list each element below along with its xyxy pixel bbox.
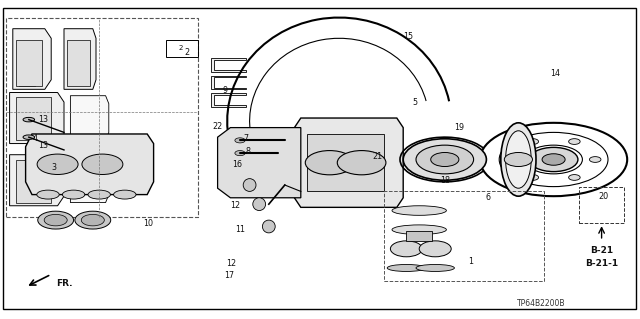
Circle shape [506, 157, 518, 162]
Ellipse shape [506, 131, 531, 188]
Polygon shape [211, 76, 246, 89]
Ellipse shape [63, 190, 85, 199]
Ellipse shape [23, 117, 35, 122]
Circle shape [403, 139, 486, 180]
Text: 15: 15 [403, 32, 413, 41]
Circle shape [38, 211, 74, 229]
Polygon shape [211, 93, 246, 107]
Circle shape [337, 151, 386, 175]
Circle shape [540, 152, 568, 167]
Text: 14: 14 [550, 69, 561, 78]
Ellipse shape [392, 206, 447, 215]
Text: 2: 2 [179, 46, 183, 51]
Circle shape [542, 154, 565, 165]
Bar [19, 81, 35, 86]
Text: 1: 1 [468, 257, 473, 266]
Text: 13: 13 [38, 141, 49, 150]
Circle shape [75, 211, 111, 229]
Polygon shape [70, 158, 109, 203]
Text: 3: 3 [52, 163, 57, 172]
Polygon shape [218, 128, 301, 198]
Ellipse shape [243, 179, 256, 191]
Ellipse shape [36, 190, 60, 199]
Polygon shape [294, 118, 403, 207]
Text: 5: 5 [412, 98, 417, 107]
Ellipse shape [114, 190, 136, 199]
Circle shape [431, 152, 459, 167]
Text: 13: 13 [38, 115, 49, 124]
Ellipse shape [387, 264, 426, 271]
Circle shape [589, 157, 601, 162]
Text: 17: 17 [224, 271, 234, 280]
Circle shape [37, 154, 78, 174]
Ellipse shape [501, 123, 536, 196]
Bar [384, 191, 544, 281]
Polygon shape [13, 29, 51, 89]
Text: FR.: FR. [56, 279, 72, 288]
Circle shape [235, 138, 245, 143]
Circle shape [529, 147, 578, 172]
Circle shape [81, 214, 104, 226]
Bar [406, 231, 432, 241]
Ellipse shape [23, 135, 35, 139]
Ellipse shape [88, 190, 111, 199]
Bar [166, 40, 198, 57]
Polygon shape [211, 58, 246, 72]
Text: TP64B2200B: TP64B2200B [516, 299, 565, 308]
Polygon shape [10, 155, 64, 206]
Polygon shape [16, 97, 51, 140]
Polygon shape [64, 29, 96, 89]
Circle shape [235, 151, 245, 156]
Bar [6, 18, 198, 217]
Circle shape [390, 241, 422, 257]
Polygon shape [67, 40, 90, 86]
Circle shape [569, 139, 580, 145]
Polygon shape [10, 93, 64, 144]
Polygon shape [16, 160, 51, 203]
Circle shape [569, 174, 580, 180]
Bar [579, 187, 624, 223]
Ellipse shape [416, 264, 454, 271]
Circle shape [527, 139, 538, 145]
Text: 7: 7 [244, 134, 249, 143]
Text: B-21-1: B-21-1 [585, 259, 618, 268]
Circle shape [305, 151, 354, 175]
Text: 6: 6 [485, 193, 490, 202]
Circle shape [504, 152, 532, 167]
Polygon shape [26, 134, 154, 195]
Text: 4: 4 [33, 134, 38, 143]
Text: 12: 12 [230, 201, 241, 210]
Circle shape [419, 241, 451, 257]
Circle shape [44, 214, 67, 226]
Ellipse shape [392, 225, 447, 234]
Text: B-21: B-21 [590, 246, 613, 255]
Text: 2: 2 [184, 48, 189, 57]
Circle shape [416, 145, 474, 174]
Text: 11: 11 [235, 225, 245, 234]
Text: 22: 22 [212, 122, 223, 130]
Polygon shape [307, 134, 384, 191]
Text: 18: 18 [440, 176, 451, 185]
Circle shape [82, 154, 123, 174]
Text: 12: 12 [227, 259, 237, 268]
Text: 16: 16 [232, 160, 242, 169]
Ellipse shape [253, 198, 266, 211]
Text: 10: 10 [143, 219, 154, 228]
Ellipse shape [262, 220, 275, 233]
Text: 20: 20 [598, 192, 609, 201]
Text: 21: 21 [372, 152, 383, 161]
Polygon shape [16, 40, 42, 86]
Polygon shape [70, 96, 109, 140]
Text: 9: 9 [223, 86, 228, 95]
Circle shape [527, 174, 538, 180]
Text: 8: 8 [246, 147, 251, 156]
Text: 19: 19 [454, 123, 465, 132]
